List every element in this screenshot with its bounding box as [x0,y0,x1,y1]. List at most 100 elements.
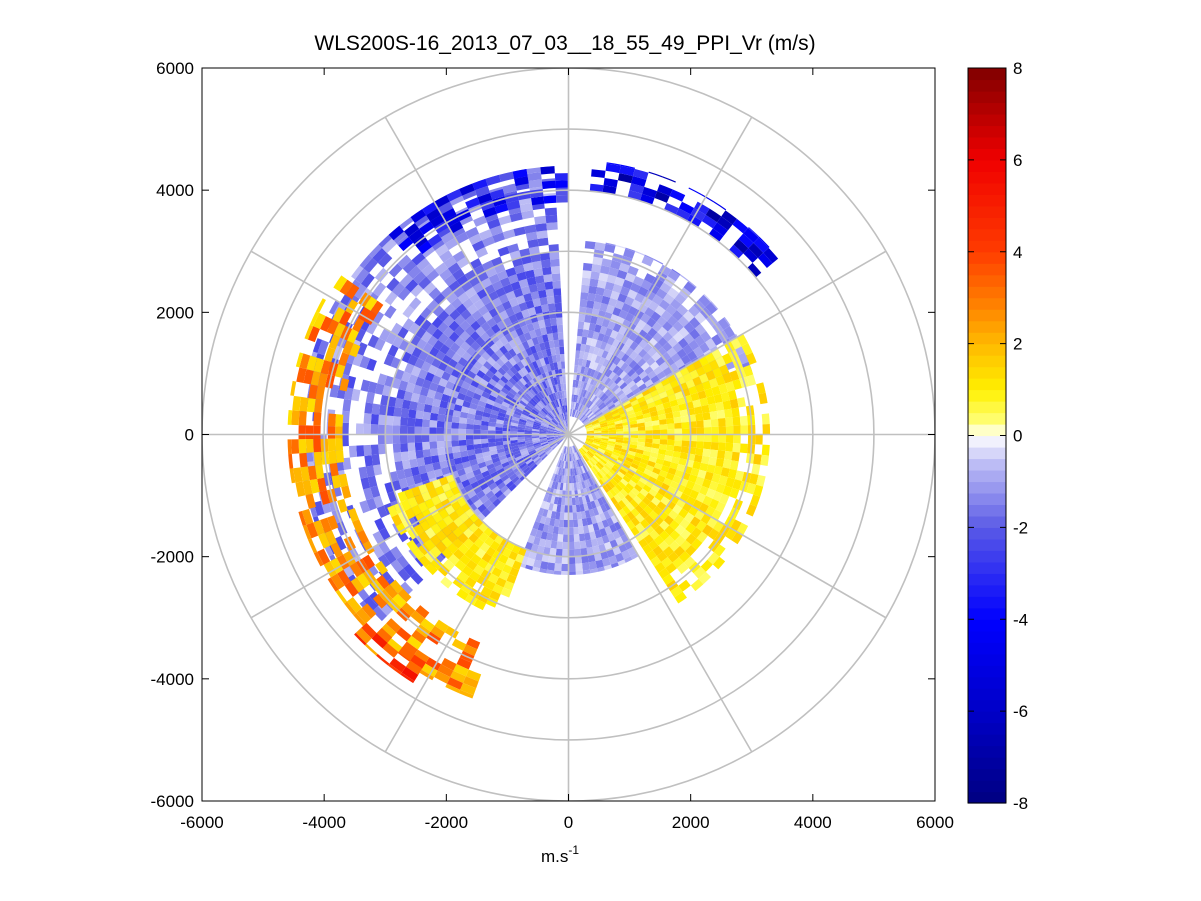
field-cell [459,417,468,424]
field-cell [357,530,369,545]
field-cell [668,362,679,373]
field-cell [633,472,642,481]
field-cell [517,471,525,479]
field-cell [582,418,589,424]
field-cell [504,332,514,343]
field-cell [582,329,589,338]
field-cell [511,304,522,314]
field-cell [459,512,470,523]
field-cell [601,350,609,359]
field-cell [545,363,552,372]
field-cell [400,499,412,511]
field-cell [557,406,562,414]
field-cell [475,326,486,337]
field-cell [586,438,594,442]
field-cell [450,297,463,310]
field-cell [556,407,561,415]
field-cell [665,412,674,420]
field-cell [613,446,622,452]
field-cell [689,328,701,340]
field-cell [606,419,615,425]
field-cell [514,311,524,321]
field-cell [545,387,551,396]
field-cell [554,436,562,440]
field-cell [484,536,495,547]
field-cell [556,482,561,491]
field-cell [654,381,664,390]
field-cell [538,374,545,383]
field-cell [564,505,569,513]
field-cell [725,425,734,435]
field-cell [479,482,489,491]
field-cell [663,293,675,305]
field-cell [554,437,562,441]
field-cell [580,448,586,455]
field-cell [607,422,616,427]
field-cell [633,456,642,463]
field-cell [467,413,476,420]
field-cell [564,512,569,521]
field-cell [329,300,340,315]
field-cell [458,439,467,446]
field-cell [629,444,638,449]
field-cell [432,398,442,408]
field-cell [452,410,461,418]
field-cell [610,478,618,487]
field-cell [601,534,610,544]
field-cell [503,383,512,392]
field-cell [415,410,424,420]
field-cell [392,425,401,435]
field-cell [470,481,480,490]
field-cell [526,460,535,467]
field-cell [518,334,527,344]
field-cell [517,402,526,409]
field-cell [688,385,698,395]
field-cell [667,287,680,299]
field-cell [660,377,670,387]
field-cell [463,395,473,403]
field-cell [398,339,410,352]
field-cell [573,394,577,403]
field-cell [548,480,554,488]
field-cell [570,401,574,410]
field-cell [500,587,512,598]
field-cell [648,488,658,497]
field-cell [649,529,660,540]
field-cell [326,319,340,335]
field-cell [338,473,349,487]
colorbar-step [968,458,1006,471]
field-cell [543,274,553,283]
field-cell [552,526,559,535]
field-cell [459,450,469,458]
field-cell [472,392,482,401]
field-cell [408,409,417,419]
colorbar-step [968,251,1006,264]
field-cell [589,183,604,193]
field-cell [628,490,637,500]
field-cell [546,295,555,305]
field-cell [563,420,567,428]
field-cell [438,333,449,345]
colorbar-step [968,734,1006,747]
field-cell [468,407,477,415]
field-cell [419,669,435,681]
field-cell [595,317,604,326]
field-cell [352,519,364,534]
field-cell [596,536,604,546]
field-cell [470,320,481,332]
field-cell [718,426,727,435]
field-cell [386,277,400,292]
colorbar-step [968,561,1006,574]
field-cell [646,317,657,328]
field-cell [451,440,460,447]
field-cell [564,453,567,462]
field-cell [378,404,388,416]
field-cell [580,388,585,397]
field-cell [540,326,548,336]
field-cell [448,320,460,332]
field-cell [397,568,411,582]
field-cell [542,388,549,397]
field-cell [638,430,646,435]
field-cell [553,435,562,437]
field-cell [526,381,535,389]
